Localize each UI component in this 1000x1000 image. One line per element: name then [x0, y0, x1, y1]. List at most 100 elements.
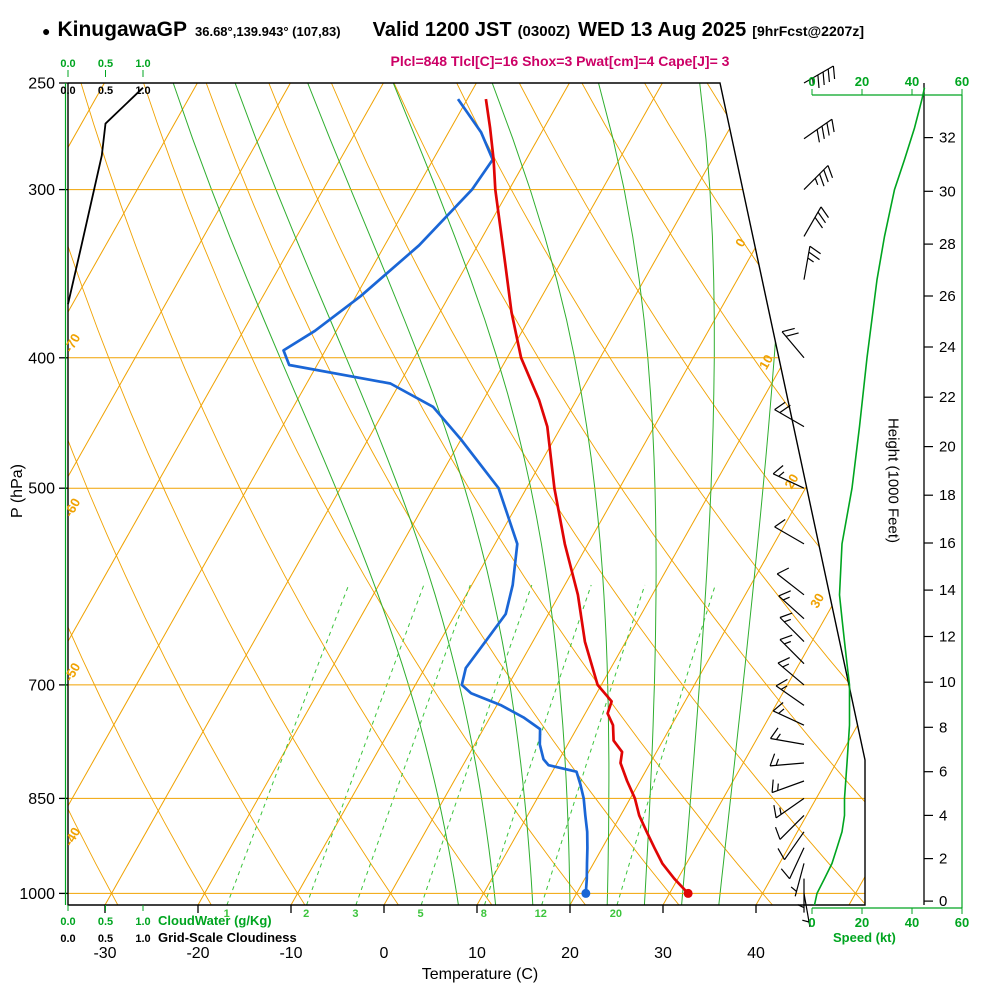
- sounding-profiles: [282, 98, 693, 898]
- svg-text:0: 0: [939, 893, 947, 910]
- svg-text:30: 30: [654, 945, 672, 962]
- pressure-axis-label: P (hPa): [9, 464, 26, 518]
- chart-title: ● KinugawaGP 36.68°,139.943° (107,83) Va…: [42, 18, 864, 42]
- wind-barb: [773, 797, 805, 819]
- svg-text:18: 18: [939, 487, 956, 504]
- svg-text:0.0: 0.0: [60, 58, 75, 70]
- surface-temperature-dot: [683, 888, 693, 898]
- wind-barb: [769, 753, 805, 767]
- wind-barb: [803, 65, 836, 89]
- wind-barb: [781, 327, 805, 359]
- svg-text:0.0: 0.0: [60, 85, 75, 97]
- skewt-background-grid: [68, 83, 865, 905]
- wind-barb: [803, 245, 821, 280]
- svg-text:-20: -20: [186, 945, 209, 962]
- svg-text:300: 300: [28, 182, 55, 199]
- wind-barb: [772, 702, 805, 726]
- dewpoint-curve: [282, 98, 589, 894]
- wind-barb: [771, 779, 805, 794]
- svg-text:5: 5: [418, 908, 424, 920]
- svg-text:40: 40: [747, 945, 765, 962]
- svg-text:4: 4: [939, 807, 947, 824]
- svg-text:250: 250: [28, 76, 55, 93]
- pressure-lines: [68, 189, 865, 894]
- wind-barbs: [769, 65, 836, 928]
- svg-text:0.5: 0.5: [98, 58, 113, 70]
- wind-barb: [776, 567, 805, 596]
- svg-text:1: 1: [224, 908, 230, 920]
- wind-barb: [802, 893, 811, 928]
- temperature-curve: [484, 98, 690, 895]
- wind-barb: [774, 814, 805, 840]
- cloudiness-axis-label: Grid-Scale Cloudiness: [158, 930, 297, 945]
- svg-text:10: 10: [756, 352, 776, 372]
- svg-text:-30: -30: [93, 945, 116, 962]
- moist-adiabat-lines: [172, 83, 788, 905]
- svg-text:3: 3: [352, 908, 358, 920]
- wind-barb: [790, 863, 805, 897]
- svg-text:0: 0: [380, 945, 389, 962]
- svg-text:40: 40: [905, 74, 919, 89]
- svg-text:0: 0: [808, 74, 815, 89]
- svg-text:0.5: 0.5: [98, 933, 113, 945]
- svg-text:30: 30: [939, 183, 956, 200]
- svg-text:14: 14: [939, 582, 956, 599]
- wind-barb: [780, 847, 805, 880]
- svg-text:400: 400: [28, 350, 55, 367]
- wind-barb: [779, 634, 805, 665]
- svg-text:40: 40: [905, 915, 919, 930]
- valid-date: WED 13 Aug 2025: [578, 19, 747, 41]
- svg-text:850: 850: [28, 791, 55, 808]
- cloudiness-curve: [67, 87, 144, 305]
- pressure-axis: 250 300 400 500 700 850 1000: [19, 76, 68, 903]
- station-coords: 36.68°,139.943° (107,83): [195, 24, 341, 39]
- wind-barb: [777, 831, 805, 861]
- svg-text:1.0: 1.0: [135, 916, 150, 928]
- mixing-ratio-labels: 1 2 3 5 8 12 20: [224, 908, 622, 920]
- cloudiness-profile: [67, 87, 144, 305]
- svg-text:32: 32: [939, 130, 956, 147]
- wind-barb: [797, 878, 805, 913]
- wind-barb: [778, 590, 805, 620]
- svg-text:-40: -40: [61, 825, 83, 849]
- wind-barb: [803, 118, 835, 143]
- mixing-ratio-lines: [226, 584, 716, 905]
- wind-barb: [803, 165, 834, 191]
- svg-text:10: 10: [468, 945, 486, 962]
- svg-text:2: 2: [939, 851, 947, 868]
- svg-text:0.5: 0.5: [98, 85, 113, 97]
- dry-adiabat-lines: [68, 83, 865, 905]
- svg-text:60: 60: [955, 915, 969, 930]
- svg-text:1.0: 1.0: [135, 933, 150, 945]
- cloudwater-axis-label: CloudWater (g/Kg): [158, 913, 272, 928]
- station-bullet-icon: ●: [42, 23, 51, 39]
- wind-barb: [772, 465, 805, 489]
- svg-text:-60: -60: [61, 496, 83, 520]
- wind-barb: [775, 678, 805, 706]
- valid-time: Valid 1200 JST: [372, 19, 512, 41]
- svg-text:12: 12: [939, 629, 956, 646]
- svg-text:-70: -70: [61, 331, 83, 355]
- svg-text:-10: -10: [279, 945, 302, 962]
- svg-text:6: 6: [939, 764, 947, 781]
- svg-text:20: 20: [561, 945, 579, 962]
- svg-text:0.0: 0.0: [60, 933, 75, 945]
- svg-text:8: 8: [481, 908, 487, 920]
- sounding-parameters: Plcl=848 Tlcl[C]=16 Shox=3 Pwat[cm]=4 Ca…: [390, 53, 730, 69]
- svg-text:1.0: 1.0: [135, 85, 150, 97]
- speed-axis-label: Speed (kt): [833, 930, 896, 945]
- height-axis-label: Height (1000 Feet): [884, 417, 902, 544]
- svg-text:20: 20: [781, 471, 801, 491]
- wind-speed-curve: [813, 87, 926, 906]
- wind-barb: [770, 727, 805, 745]
- svg-text:28: 28: [939, 236, 956, 253]
- svg-text:10: 10: [939, 674, 956, 691]
- temperature-axis: -30 -20 -10 0 10 20 30 40: [93, 905, 765, 962]
- wind-barb: [774, 519, 805, 545]
- svg-text:0.5: 0.5: [98, 916, 113, 928]
